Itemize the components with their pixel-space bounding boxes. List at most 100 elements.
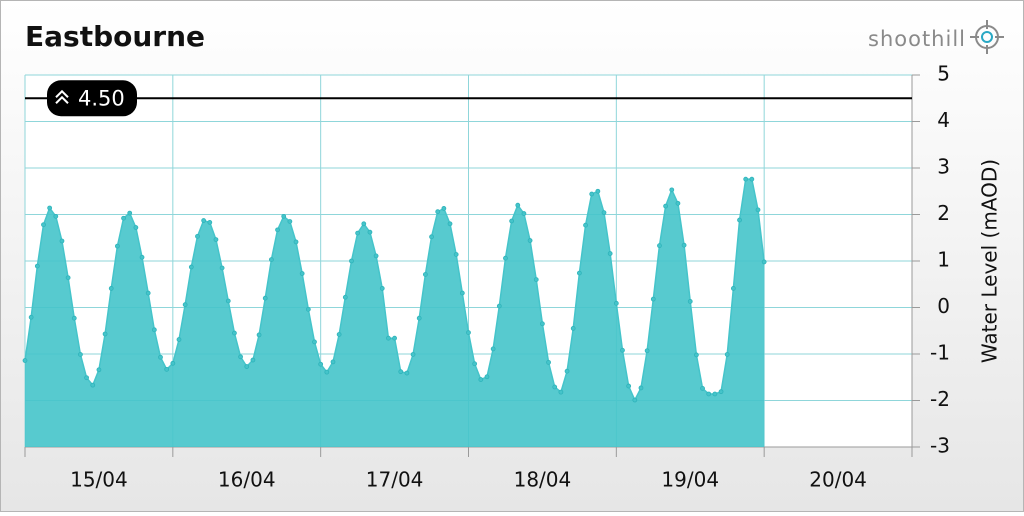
data-point: [429, 234, 434, 240]
x-tick-label: 15/04: [70, 468, 128, 492]
data-point: [361, 221, 367, 227]
threshold-label: 4.50: [78, 86, 125, 110]
y-tick-label: 0: [937, 294, 950, 318]
data-point: [312, 339, 317, 345]
data-point: [749, 176, 755, 182]
data-point: [41, 222, 46, 228]
data-point: [262, 295, 268, 301]
data-point: [595, 188, 601, 194]
data-point: [176, 337, 182, 342]
data-point: [139, 254, 145, 260]
data-point: [225, 298, 231, 304]
threshold-badge: [47, 80, 137, 117]
data-point: [164, 366, 170, 372]
y-tick-label: 2: [937, 201, 950, 225]
data-point: [694, 352, 699, 358]
data-point: [503, 255, 508, 261]
data-point: [336, 332, 342, 337]
data-point: [422, 272, 428, 277]
x-tick-label: 17/04: [366, 468, 424, 492]
data-point: [416, 315, 422, 321]
data-point: [268, 257, 274, 263]
data-point: [404, 370, 410, 376]
data-point: [607, 251, 613, 256]
chart-title: Eastbourne: [25, 20, 205, 53]
data-point: [121, 215, 126, 221]
data-point: [743, 176, 749, 182]
data-point: [355, 230, 361, 236]
x-tick-label: 19/04: [661, 468, 719, 492]
data-point: [737, 217, 742, 223]
data-point: [379, 286, 385, 291]
data-point: [84, 375, 89, 381]
data-point: [158, 354, 163, 360]
data-point: [675, 200, 681, 206]
marks: [22, 176, 767, 447]
data-point: [59, 238, 65, 244]
data-point: [65, 275, 71, 281]
data-point: [681, 242, 687, 248]
x-tick-label: 18/04: [514, 468, 572, 492]
data-point: [133, 225, 139, 230]
data-point: [256, 332, 262, 338]
data-point: [127, 210, 133, 216]
data-point: [484, 374, 490, 380]
data-point: [293, 239, 299, 245]
data-point: [281, 213, 287, 219]
data-point: [466, 330, 471, 336]
data-point: [527, 238, 533, 243]
data-point: [570, 326, 576, 331]
data-point: [472, 361, 478, 367]
data-point: [441, 206, 447, 211]
data-point: [576, 270, 582, 276]
data-point: [213, 237, 219, 243]
data-point: [490, 346, 496, 352]
y-tick-label: -1: [930, 341, 950, 365]
data-point: [96, 367, 102, 373]
data-point: [650, 296, 656, 302]
data-point: [564, 368, 570, 374]
data-point: [201, 218, 207, 223]
data-point: [47, 205, 53, 211]
data-point: [195, 233, 200, 239]
data-point: [755, 207, 761, 213]
data-point: [28, 314, 34, 320]
y-tick-label: -3: [930, 434, 950, 458]
data-point: [145, 290, 151, 296]
data-point: [712, 391, 718, 397]
overlay: 4.50: [25, 80, 912, 117]
data-point: [53, 213, 59, 219]
data-point: [102, 331, 108, 337]
data-point: [398, 369, 404, 375]
y-tick-label: 4: [937, 108, 950, 132]
data-point: [546, 359, 551, 365]
data-point: [207, 220, 213, 225]
data-point: [447, 221, 453, 227]
data-point: [718, 389, 724, 395]
data-point: [558, 389, 564, 395]
area-fill: [25, 179, 765, 447]
data-point: [392, 335, 397, 341]
x-tick-label: 16/04: [218, 468, 276, 492]
data-point: [583, 222, 588, 228]
data-point: [687, 299, 693, 304]
data-point: [238, 354, 243, 360]
data-point: [71, 315, 77, 321]
data-point: [78, 352, 83, 357]
threshold-icon: [55, 89, 69, 104]
y-tick-label: -2: [930, 387, 950, 411]
data-point: [90, 382, 96, 388]
data-point: [435, 209, 441, 215]
data-point: [386, 335, 391, 341]
data-point: [478, 377, 484, 382]
data-point: [601, 210, 607, 216]
logo-text: shoothill: [868, 27, 966, 51]
data-point: [761, 259, 767, 265]
data-point: [540, 321, 545, 327]
data-point: [250, 357, 256, 363]
data-point: [275, 227, 280, 233]
y-axis-title: Water Level (mAOD): [978, 159, 1002, 363]
data-point: [521, 211, 527, 216]
data-point: [151, 327, 157, 333]
